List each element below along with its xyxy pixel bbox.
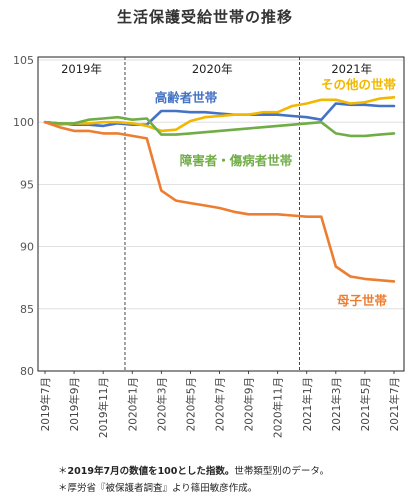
y-tick-105: 105 — [13, 54, 34, 67]
footnote-index-rest: 世帯類型別のデータ。 — [234, 466, 330, 477]
series-lines — [43, 96, 396, 283]
plot-border — [37, 56, 405, 372]
series-line-1 — [43, 96, 396, 133]
x-tick-3: 2020年1月 — [126, 377, 139, 431]
x-tick-labels: 2019年7月 2019年9月 2019年11月 2020年1月 2020年3月 2020… — [39, 371, 401, 438]
x-tick-0: 2019年7月 — [39, 377, 52, 431]
y-tick-95: 95 — [20, 178, 34, 191]
period-label-1: 2019年 — [61, 62, 102, 76]
period-label-3: 2021年 — [331, 62, 372, 76]
series-label-2: 障害者・傷病者世帯 — [180, 153, 293, 168]
chart-title: 生活保護受給世帯の推移 — [116, 8, 293, 26]
y-tick-labels: 80 85 90 95 100 105 — [13, 54, 34, 378]
x-tick-7: 2020年9月 — [243, 377, 256, 431]
footnote-index-bold: 2019年7月の数値を100とした指数。 — [67, 466, 235, 477]
footnote-index: ＊2019年7月の数値を100とした指数。世帯類型別のデータ。 — [58, 466, 330, 477]
series-line-3 — [43, 120, 396, 283]
series-label-3: 母子世帯 — [337, 293, 388, 308]
x-tick-4: 2020年3月 — [155, 377, 168, 431]
period-labels: 2019年 2020年 2021年 — [61, 62, 372, 76]
plot-frame — [37, 56, 405, 372]
x-tick-5: 2020年5月 — [184, 377, 197, 431]
x-tick-6: 2020年7月 — [214, 377, 227, 431]
series-label-0: 高齢者世帯 — [155, 90, 218, 105]
footnote-source: ＊厚労省『被保護者調査』より篠田敏彦作成。 — [58, 483, 258, 494]
x-tick-9: 2021年1月 — [301, 377, 314, 431]
year-dividers — [124, 57, 300, 371]
y-tick-100: 100 — [13, 116, 34, 129]
series-label-1: その他の世帯 — [321, 77, 397, 92]
x-tick-10: 2021年3月 — [330, 377, 343, 431]
y-tick-80: 80 — [20, 365, 34, 378]
x-tick-11: 2021年5月 — [359, 377, 372, 431]
series-line-0 — [43, 102, 396, 128]
period-label-2: 2020年 — [192, 62, 233, 76]
x-tick-2: 2019年11月 — [97, 377, 110, 438]
x-tick-8: 2020年11月 — [272, 377, 285, 438]
x-tick-12: 2021年7月 — [388, 377, 401, 431]
series-line-2 — [43, 115, 396, 138]
x-tick-1: 2019年9月 — [68, 377, 81, 431]
y-tick-90: 90 — [20, 241, 34, 254]
y-gridlines — [38, 59, 404, 310]
y-tick-85: 85 — [20, 303, 34, 316]
